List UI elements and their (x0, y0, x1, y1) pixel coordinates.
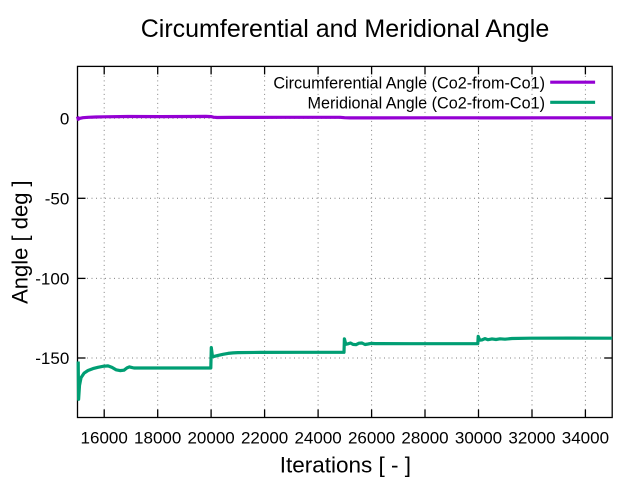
svg-text:16000: 16000 (81, 429, 128, 448)
svg-text:26000: 26000 (348, 429, 395, 448)
svg-text:32000: 32000 (508, 429, 555, 448)
svg-text:Circumferential Angle (Co2-fro: Circumferential Angle (Co2-from-Co1) (273, 75, 545, 93)
svg-text:-100: -100 (35, 270, 69, 289)
svg-text:22000: 22000 (241, 429, 288, 448)
svg-text:30000: 30000 (455, 429, 502, 448)
svg-text:Meridional Angle (Co2-from-Co1: Meridional Angle (Co2-from-Co1) (307, 94, 545, 112)
svg-text:34000: 34000 (562, 429, 609, 448)
svg-text:Iterations [ - ]: Iterations [ - ] (280, 453, 411, 478)
svg-text:20000: 20000 (187, 429, 234, 448)
svg-text:24000: 24000 (294, 429, 341, 448)
svg-text:0: 0 (60, 110, 69, 129)
svg-text:-150: -150 (35, 349, 69, 368)
svg-text:-50: -50 (45, 190, 70, 209)
svg-text:18000: 18000 (134, 429, 181, 448)
svg-text:Angle [ deg ]: Angle [ deg ] (7, 180, 32, 304)
svg-text:28000: 28000 (401, 429, 448, 448)
svg-text:Circumferential and Meridional: Circumferential and Meridional Angle (141, 15, 550, 43)
